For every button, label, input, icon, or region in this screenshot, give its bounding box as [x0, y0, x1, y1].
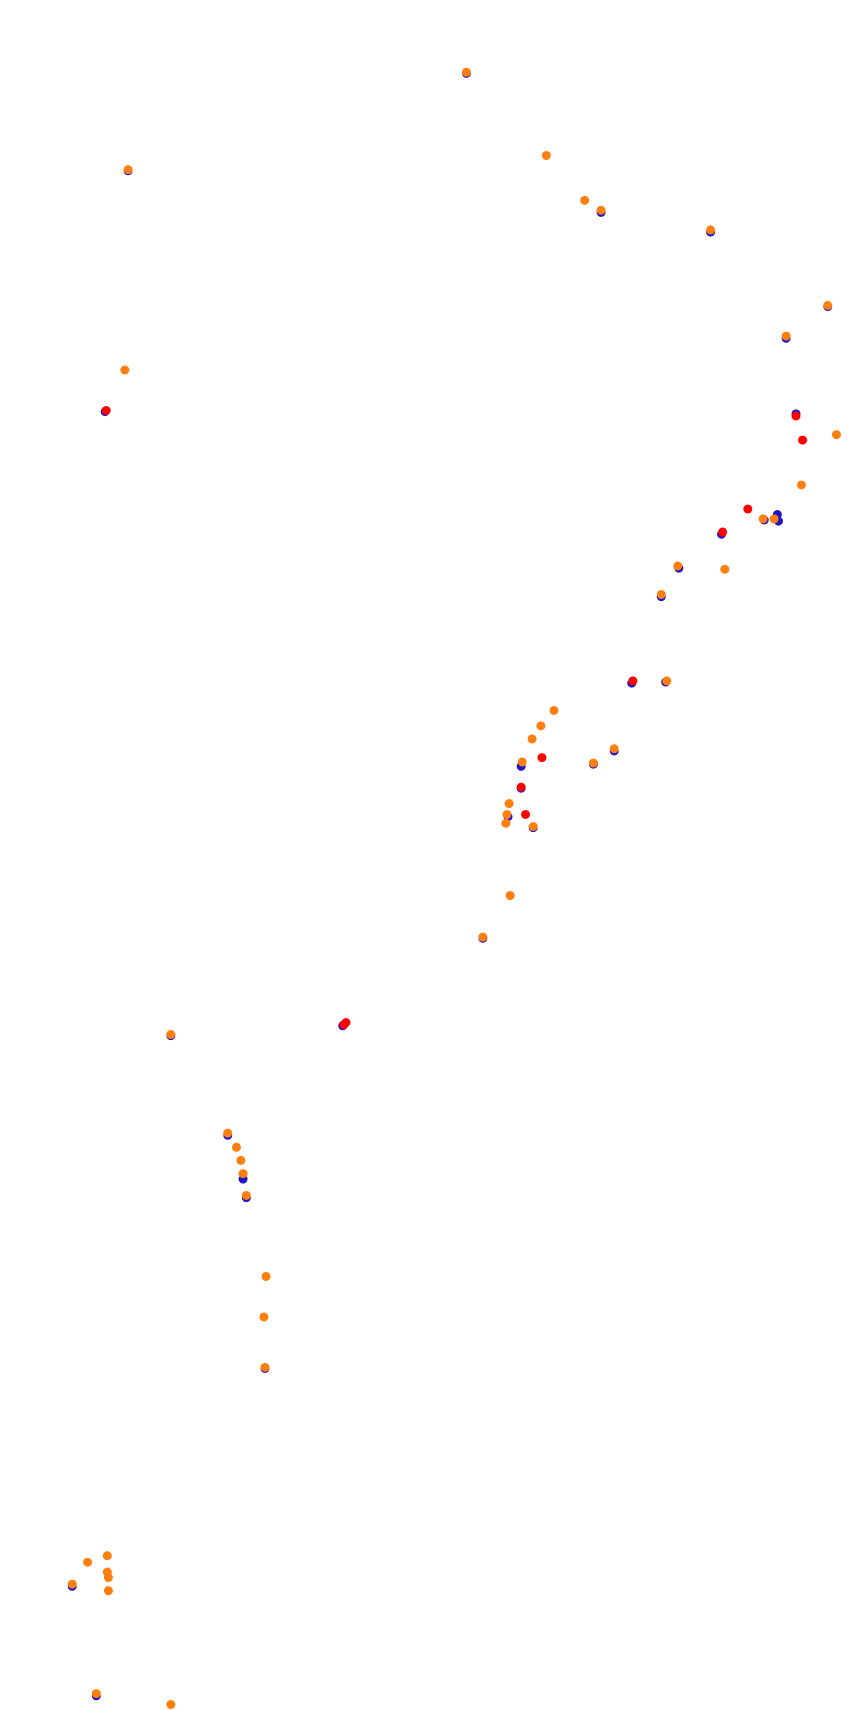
scatter-point — [259, 1312, 269, 1322]
scatter-point — [798, 435, 808, 445]
scatter-point — [123, 165, 133, 175]
scatter-point — [662, 676, 672, 686]
scatter-point — [231, 1142, 241, 1152]
scatter-point — [673, 561, 683, 571]
scatter-point — [101, 406, 111, 416]
scatter-point — [339, 1020, 349, 1030]
scatter-point — [91, 1689, 101, 1699]
scatter-point — [588, 758, 598, 768]
scatter-point — [461, 67, 471, 77]
scatter-point — [236, 1155, 246, 1165]
scatter-point — [596, 205, 606, 215]
scatter-point — [478, 932, 488, 942]
scatter-point — [609, 744, 619, 754]
scatter-point — [537, 753, 547, 763]
scatter-point — [580, 195, 590, 205]
scatter-point — [769, 514, 779, 524]
scatter-point — [261, 1271, 271, 1281]
scatter-point — [527, 734, 537, 744]
scatter-point — [223, 1128, 233, 1138]
scatter-point — [67, 1579, 77, 1589]
scatter-point — [628, 676, 638, 686]
scatter-point — [103, 1586, 113, 1596]
scatter-point — [502, 809, 512, 819]
scatter-point — [541, 150, 551, 160]
scatter-point — [166, 1030, 176, 1040]
scatter-point — [501, 818, 511, 828]
scatter-point — [516, 782, 526, 792]
scatter-point — [656, 589, 666, 599]
scatter-point — [260, 1362, 270, 1372]
scatter-point — [706, 225, 716, 235]
scatter-point — [103, 1573, 113, 1583]
scatter-point — [718, 527, 728, 537]
scatter-point — [166, 1700, 176, 1710]
scatter-point — [120, 365, 130, 375]
scatter-point — [831, 430, 841, 440]
scatter-point — [102, 1551, 112, 1561]
scatter-point — [517, 757, 527, 767]
scatter-point — [528, 822, 538, 832]
scatter-point — [720, 564, 730, 574]
scatter-point — [781, 331, 791, 341]
scatter-point — [504, 799, 514, 809]
scatter-point — [241, 1190, 251, 1200]
scatter-point — [238, 1169, 248, 1179]
scatter-point — [549, 705, 559, 715]
scatter-point — [823, 300, 833, 310]
scatter-point — [758, 514, 768, 524]
scatter-point — [83, 1557, 93, 1567]
scatter-point — [536, 721, 546, 731]
scatter-point — [521, 809, 531, 819]
scatter-point — [791, 411, 801, 421]
scatter-point — [796, 480, 806, 490]
scatter-point — [743, 504, 753, 514]
scatter-point — [505, 891, 515, 901]
